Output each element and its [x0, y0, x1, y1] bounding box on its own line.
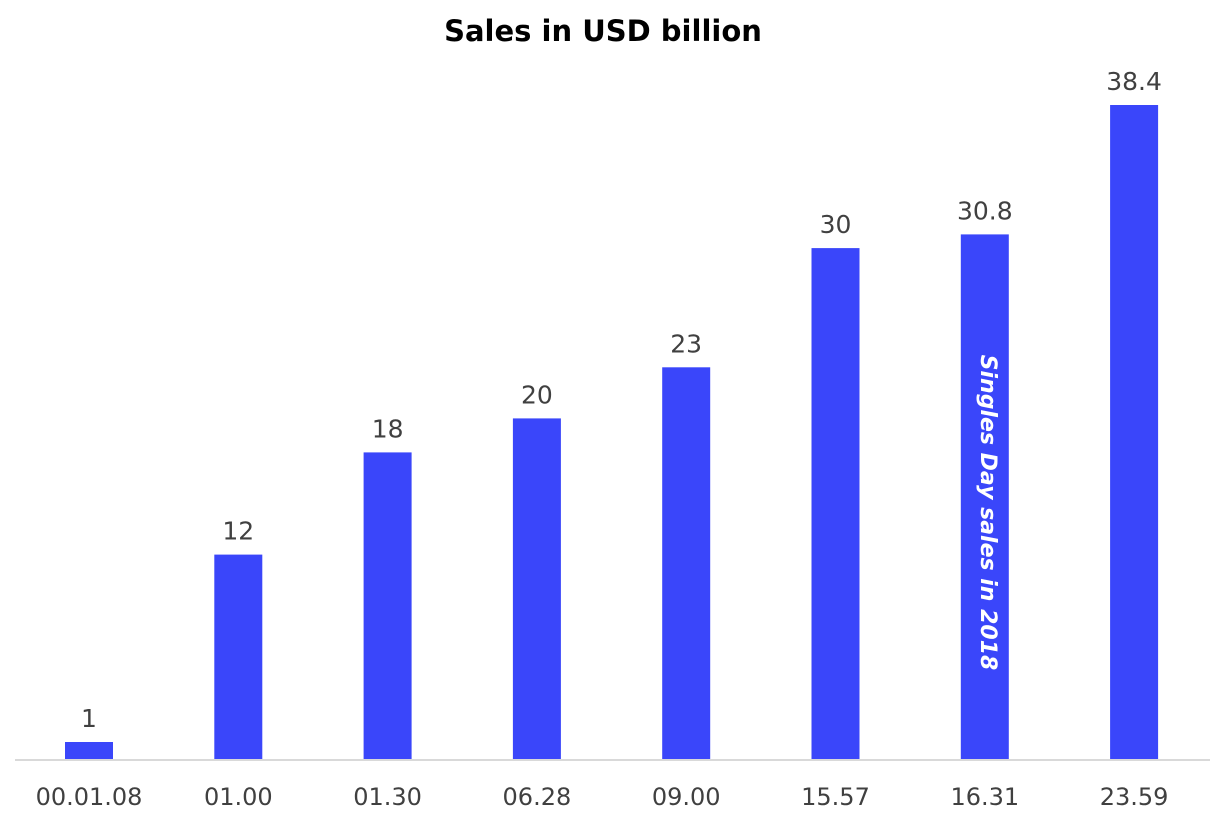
x-tick-label: 00.01.08	[36, 783, 143, 811]
x-tick-label: 09.00	[652, 783, 721, 811]
labels-layer: 1 00.01.08 12 01.00 18 01.30 20 06.28 23 09.00 30 1…	[36, 67, 1169, 811]
data-label: 18	[372, 414, 404, 443]
bar-06.28	[512, 418, 561, 759]
bar-15.57	[811, 248, 860, 759]
data-label: 30	[820, 210, 852, 239]
x-tick-label: 01.30	[353, 783, 422, 811]
x-tick-label: 16.31	[950, 783, 1019, 811]
x-tick-label: 23.59	[1100, 783, 1169, 811]
data-label: 38.4	[1106, 67, 1162, 96]
bar-01.30	[363, 452, 412, 759]
bar-16.31	[960, 234, 1009, 759]
bar-annotation: Singles Day sales in 2018	[975, 355, 1000, 671]
bar-01.00	[214, 554, 263, 759]
x-tick-label: 06.28	[503, 783, 572, 811]
data-label: 1	[81, 704, 97, 733]
bars-layer	[65, 105, 1159, 759]
bar-00.01.08	[65, 742, 113, 759]
data-label: 30.8	[957, 196, 1013, 225]
x-tick-label: 15.57	[801, 783, 870, 811]
data-label: 12	[222, 517, 254, 546]
x-tick-label: 01.00	[204, 783, 273, 811]
bar-09.00	[662, 367, 711, 759]
data-label: 23	[670, 329, 702, 358]
data-label: 20	[521, 380, 553, 409]
bar-23.59	[1110, 105, 1159, 759]
chart-title: Sales in USD billion	[444, 14, 762, 48]
